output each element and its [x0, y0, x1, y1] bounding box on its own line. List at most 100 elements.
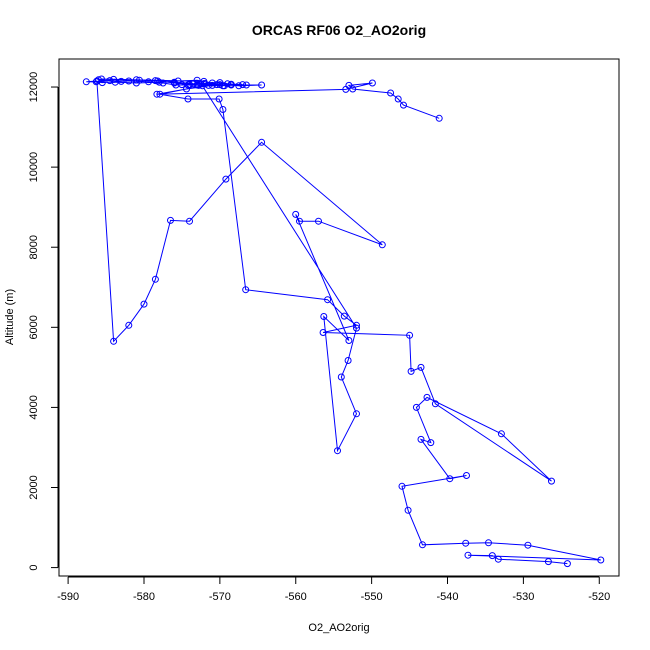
data-point: [400, 101, 407, 109]
data-point: [242, 81, 250, 89]
x-tick-label: -550: [361, 591, 383, 603]
data-point: [258, 81, 266, 89]
data-point: [387, 89, 395, 97]
data-point: [563, 560, 571, 568]
x-tick-label: -530: [512, 591, 534, 603]
x-tick-label: -520: [588, 591, 610, 603]
data-point: [125, 321, 133, 329]
data-point: [156, 90, 164, 98]
data-point: [462, 539, 470, 547]
data-point: [431, 400, 439, 408]
data-point: [368, 79, 376, 87]
data-point: [423, 393, 431, 401]
data-point: [464, 551, 472, 559]
data-point: [337, 373, 345, 381]
x-tick-label: -560: [285, 591, 307, 603]
data-point: [417, 363, 425, 371]
y-tick-label: 8000: [28, 235, 40, 259]
data-point: [172, 81, 180, 89]
x-tick-label: -590: [57, 591, 79, 603]
data-point: [597, 556, 605, 564]
data-point: [334, 447, 341, 455]
data-point: [353, 321, 360, 329]
data-point: [193, 81, 201, 89]
data-point: [544, 558, 552, 566]
data-point: [324, 296, 332, 304]
data-point: [215, 95, 223, 103]
data-point: [345, 337, 353, 344]
x-tick-label: -570: [209, 591, 231, 603]
data-point: [235, 82, 243, 90]
data-point: [208, 79, 216, 87]
data-point: [239, 81, 247, 89]
data-point: [463, 472, 470, 479]
data-point: [404, 506, 412, 514]
data-point: [406, 331, 414, 339]
data-point: [183, 85, 190, 93]
data-point: [340, 312, 348, 320]
data-point: [345, 81, 353, 89]
data-point: [398, 482, 406, 490]
data-point: [427, 439, 435, 447]
data-point: [315, 217, 322, 225]
data-point: [151, 275, 159, 283]
x-axis: -590 -580 -570 -560 -550 -540 -530 -520: [57, 576, 610, 603]
data-point: [319, 329, 327, 336]
data-point: [227, 81, 235, 89]
data-point: [292, 210, 300, 218]
y-axis: 0 2000 4000 6000 8000 10000 12000: [28, 72, 59, 571]
series-layer: [82, 75, 605, 568]
x-tick-label: -580: [133, 591, 155, 603]
data-point: [205, 81, 212, 89]
data-point: [242, 286, 250, 294]
y-axis-label: Altitude (m): [4, 289, 16, 345]
data-point: [189, 80, 197, 88]
data-point: [222, 175, 230, 183]
data-point: [106, 77, 114, 85]
data-point: [485, 539, 492, 547]
data-point: [95, 76, 102, 84]
data-point: [174, 77, 182, 85]
series-line: [86, 78, 601, 565]
y-tick-label: 10000: [28, 152, 40, 183]
data-point: [220, 82, 228, 90]
data-point: [488, 552, 496, 560]
data-point: [412, 403, 420, 411]
data-point: [135, 76, 143, 84]
data-point: [407, 367, 415, 375]
data-point: [435, 114, 443, 122]
data-point: [296, 217, 303, 225]
data-point: [132, 76, 140, 84]
data-point: [140, 300, 148, 308]
y-tick-label: 2000: [28, 475, 40, 499]
data-point: [320, 313, 328, 320]
data-point: [344, 357, 352, 364]
data-point: [145, 78, 152, 86]
data-point: [497, 430, 505, 438]
data-point: [548, 477, 555, 485]
data-point: [159, 79, 167, 87]
data-point: [98, 75, 105, 83]
data-point: [117, 77, 125, 85]
data-point: [208, 81, 216, 89]
data-point: [378, 241, 386, 249]
data-point: [524, 541, 532, 549]
x-axis-label: O2_AO2orig: [308, 622, 369, 634]
data-point: [353, 324, 360, 332]
y-tick-label: 0: [28, 565, 40, 571]
data-point: [394, 95, 402, 103]
chart-title: ORCAS RF06 O2_AO2orig: [252, 22, 426, 38]
data-point: [446, 475, 454, 483]
data-point: [110, 337, 118, 345]
data-point: [153, 90, 161, 98]
data-point: [258, 138, 266, 146]
y-tick-label: 6000: [28, 315, 40, 339]
data-point: [125, 77, 133, 85]
data-point: [219, 106, 227, 113]
y-tick-label: 4000: [28, 395, 40, 419]
data-point: [349, 85, 357, 93]
data-point: [417, 435, 425, 443]
data-point: [82, 78, 90, 86]
x-tick-label: -540: [436, 591, 458, 603]
